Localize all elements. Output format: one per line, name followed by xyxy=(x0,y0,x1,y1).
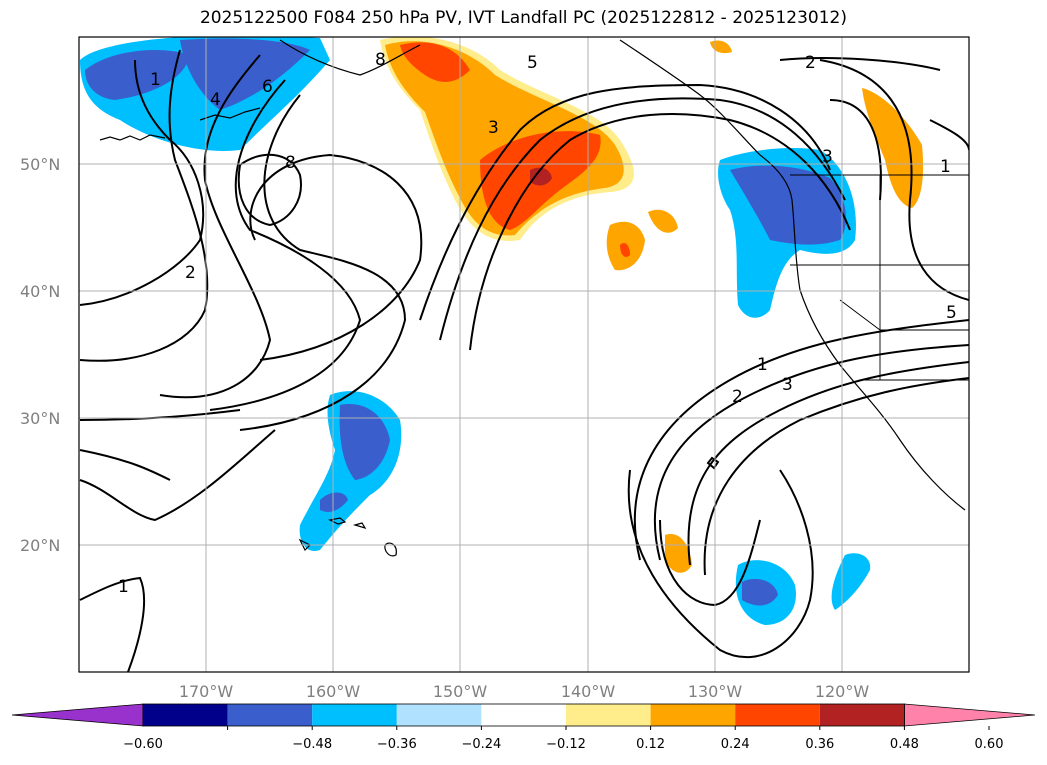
colorbar-segment xyxy=(566,704,651,726)
colorbar-segment xyxy=(312,704,397,726)
contour-label: 1 xyxy=(150,70,161,90)
lon-tick-label: 170°W xyxy=(179,682,234,701)
map-frame xyxy=(78,36,970,673)
contour-label: 1 xyxy=(118,577,129,597)
contour-label: 3 xyxy=(822,147,833,167)
colorbar-segment xyxy=(735,704,820,726)
figure-title: 2025122500 F084 250 hPa PV, IVT Landfall… xyxy=(199,8,847,28)
colorbar-tick-label: 0.12 xyxy=(636,737,665,752)
contour-label: 2 xyxy=(732,387,743,407)
colorbar-segment xyxy=(396,704,482,726)
lon-tick-labels: 170°W 160°W 150°W 140°W 130°W 120°W xyxy=(179,682,870,701)
lon-tick-label: 120°W xyxy=(815,682,870,701)
contour-label: 1 xyxy=(940,157,951,177)
contour-label: 2 xyxy=(185,263,196,283)
contour-label: 3 xyxy=(488,118,499,138)
lat-tick-label: 50°N xyxy=(20,155,60,174)
colorbar-tick-label: 0.48 xyxy=(890,737,919,752)
contour-label: 5 xyxy=(946,303,957,323)
colorbar-tick-label: −0.48 xyxy=(292,737,332,752)
colorbar-tick-label: 0.60 xyxy=(975,737,1004,752)
colorbar-outline xyxy=(142,703,905,727)
contour-label: 6 xyxy=(262,77,273,97)
colorbar-extend-high xyxy=(904,703,1036,727)
contour-label: 2 xyxy=(805,53,816,73)
colorbar-segment xyxy=(143,704,228,726)
colorbar-tick-label: −0.36 xyxy=(377,737,417,752)
lon-tick-label: 140°W xyxy=(561,682,616,701)
borders xyxy=(790,174,969,381)
colorbar-segment xyxy=(650,704,736,726)
contour-label: 5 xyxy=(527,53,538,73)
lat-tick-label: 20°N xyxy=(20,536,60,555)
lat-tick-label: 40°N xyxy=(20,282,60,301)
colorbar-segment xyxy=(481,704,566,726)
colorbar-extend-low xyxy=(11,703,144,727)
lon-tick-label: 160°W xyxy=(306,682,361,701)
lat-tick-labels: 20°N 30°N 40°N 50°N xyxy=(20,155,60,555)
gridlines xyxy=(79,37,969,672)
colorbar-tick-label: −0.60 xyxy=(123,737,163,752)
contour-label: 1 xyxy=(757,355,768,375)
contour-label: 3 xyxy=(782,375,793,395)
contour-label: 4 xyxy=(210,90,221,110)
colorbar-tick-label: 0.24 xyxy=(721,737,750,752)
colorbar-tick-label: −0.12 xyxy=(546,737,586,752)
colorbar-segment xyxy=(227,704,313,726)
lon-tick-label: 150°W xyxy=(433,682,488,701)
contour-labels: 1 4 6 8 2 8 3 5 2 1 3 1 2 3 5 1 xyxy=(118,50,957,597)
contour-label: 8 xyxy=(285,153,296,173)
colorbar: −0.60 −0.48 −0.36 −0.24 −0.12 0.12 0.24 0.36 0.4… xyxy=(11,703,1036,752)
lat-tick-label: 30°N xyxy=(20,409,60,428)
pc-shading xyxy=(80,37,924,625)
coastlines xyxy=(99,39,966,557)
lon-tick-label: 130°W xyxy=(688,682,743,701)
colorbar-tick-label: 0.36 xyxy=(805,737,834,752)
colorbar-segment xyxy=(819,704,905,726)
contour-label: 8 xyxy=(375,50,386,70)
colorbar-tick-label: −0.24 xyxy=(461,737,501,752)
